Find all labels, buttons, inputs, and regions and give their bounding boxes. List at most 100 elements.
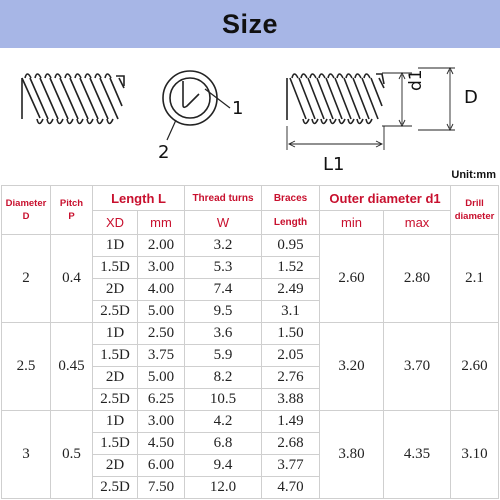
- cell-pitch: 0.5: [50, 410, 93, 499]
- cell-length-mm: 6.00: [136, 454, 186, 477]
- spec-table: Diameter D Pitch P Length L Thread turns…: [1, 185, 500, 499]
- table-row: 1.5D 3.00 5.3 1.52: [2, 256, 499, 279]
- subheader-braces-length: Length: [261, 210, 321, 235]
- cell-thread-turns: 7.4: [184, 278, 263, 301]
- cell-drill: 3.10: [450, 410, 500, 499]
- cell-brace-length: 3.77: [261, 454, 321, 477]
- cell-diameter: 2: [1, 234, 51, 323]
- cell-brace-length: 1.50: [261, 322, 321, 345]
- cell-od-min: 2.60: [319, 234, 385, 323]
- cell-xd: 2D: [92, 366, 138, 389]
- cell-xd: 2.5D: [92, 388, 138, 411]
- cell-xd: 2.5D: [92, 476, 138, 499]
- cell-length-mm: 5.00: [136, 366, 186, 389]
- col-header-braces: Braces: [261, 185, 321, 211]
- subheader-max: max: [383, 210, 452, 235]
- cell-brace-length: 2.05: [261, 344, 321, 367]
- cell-brace-length: 3.1: [261, 300, 321, 323]
- cell-length-mm: 7.50: [136, 476, 186, 499]
- label-D: D: [464, 87, 478, 108]
- table-row: 3 0.5 1D 3.00 4.2 1.49 3.80 4.35 3.10: [1, 410, 500, 499]
- cell-thread-turns: 6.8: [184, 432, 263, 455]
- coil-end-view: [162, 70, 231, 141]
- dimension-lines: [286, 66, 455, 150]
- cell-length-mm: 2.00: [136, 234, 186, 257]
- cell-od-min: 3.80: [319, 410, 385, 499]
- cell-brace-length: 1.49: [261, 410, 321, 433]
- cell-od-max: 2.80: [383, 234, 452, 323]
- cell-brace-length: 3.88: [261, 388, 321, 411]
- cell-xd: 2D: [92, 454, 138, 477]
- cell-thread-turns: 3.6: [184, 322, 263, 345]
- cell-length-mm: 6.25: [136, 388, 186, 411]
- col-header-thread-turns: Thread turns: [184, 185, 263, 211]
- cell-brace-length: 4.70: [261, 476, 321, 499]
- cell-xd: 1.5D: [92, 256, 138, 279]
- col-header-pitch: Pitch P: [50, 185, 93, 235]
- cell-length-mm: 4.00: [136, 278, 186, 301]
- label-d1: d1: [406, 69, 426, 91]
- page-title: Size: [221, 8, 279, 39]
- cell-thread-turns: 5.3: [184, 256, 263, 279]
- cell-thread-turns: 5.9: [184, 344, 263, 367]
- table-row: 2 0.4 1D 2.00 3.2 0.95 2.60 2.80 2.1: [1, 234, 500, 323]
- cell-thread-turns: 3.2: [184, 234, 263, 257]
- table-row: 1.5D 3.75 5.9 2.05: [2, 344, 499, 367]
- cell-xd: 1D: [92, 322, 138, 345]
- cell-xd: 1.5D: [92, 432, 138, 455]
- table-row: 1.5D 4.50 6.8 2.68: [2, 432, 499, 455]
- col-header-length: Length L: [91, 185, 186, 211]
- table-row: 2D 5.00 8.2 2.76: [2, 366, 499, 389]
- label-L1: L1: [323, 154, 345, 175]
- cell-thread-turns: 9.4: [184, 454, 263, 477]
- cell-thread-turns: 4.2: [184, 410, 263, 433]
- subheader-xd: XD: [92, 210, 138, 235]
- cell-brace-length: 1.52: [261, 256, 321, 279]
- subheader-w: W: [184, 210, 263, 235]
- cell-od-min: 3.20: [319, 322, 385, 411]
- cell-thread-turns: 10.5: [184, 388, 263, 411]
- cell-xd: 2.5D: [92, 300, 138, 323]
- col-header-drill: Drill diameter: [450, 185, 500, 235]
- cell-drill: 2.60: [450, 322, 500, 411]
- cell-thread-turns: 9.5: [184, 300, 263, 323]
- technical-drawing: 1 2 d1 D L1: [0, 48, 500, 183]
- cell-diameter: 2.5: [1, 322, 51, 411]
- cell-length-mm: 3.00: [136, 410, 186, 433]
- cell-length-mm: 3.75: [136, 344, 186, 367]
- cell-brace-length: 0.95: [261, 234, 321, 257]
- header-row-1: Diameter D Pitch P Length L Thread turns…: [1, 185, 500, 235]
- cell-length-mm: 4.50: [136, 432, 186, 455]
- cell-length-mm: 3.00: [136, 256, 186, 279]
- subheader-min: min: [319, 210, 385, 235]
- table-row: 2.5D 5.00 9.5 3.1: [2, 300, 499, 323]
- coil-side-view-right: [286, 73, 385, 125]
- cell-pitch: 0.45: [50, 322, 93, 411]
- cell-diameter: 3: [1, 410, 51, 499]
- table-row: 2.5D 7.50 12.0 4.70: [2, 476, 499, 499]
- unit-note: Unit:mm: [451, 169, 496, 181]
- col-header-outer-diameter: Outer diameter d1: [319, 185, 452, 211]
- title-banner: Size: [0, 0, 500, 48]
- cell-brace-length: 2.76: [261, 366, 321, 389]
- cell-xd: 2D: [92, 278, 138, 301]
- cell-drill: 2.1: [450, 234, 500, 323]
- table-row: 2.5D 6.25 10.5 3.88: [2, 388, 499, 411]
- label-1: 1: [232, 98, 244, 119]
- cell-xd: 1D: [92, 234, 138, 257]
- subheader-mm: mm: [136, 210, 186, 235]
- cell-length-mm: 5.00: [136, 300, 186, 323]
- col-header-diameter: Diameter D: [1, 185, 51, 235]
- cell-thread-turns: 8.2: [184, 366, 263, 389]
- cell-thread-turns: 12.0: [184, 476, 263, 499]
- cell-od-max: 4.35: [383, 410, 452, 499]
- cell-xd: 1D: [92, 410, 138, 433]
- coil-illustration: [21, 66, 455, 150]
- cell-xd: 1.5D: [92, 344, 138, 367]
- cell-od-max: 3.70: [383, 322, 452, 411]
- header-row-2: XD mm W Length min max: [2, 210, 499, 235]
- label-2: 2: [158, 142, 170, 163]
- cell-brace-length: 2.68: [261, 432, 321, 455]
- cell-brace-length: 2.49: [261, 278, 321, 301]
- table-row: 2.5 0.45 1D 2.50 3.6 1.50 3.20 3.70 2.60: [1, 322, 500, 411]
